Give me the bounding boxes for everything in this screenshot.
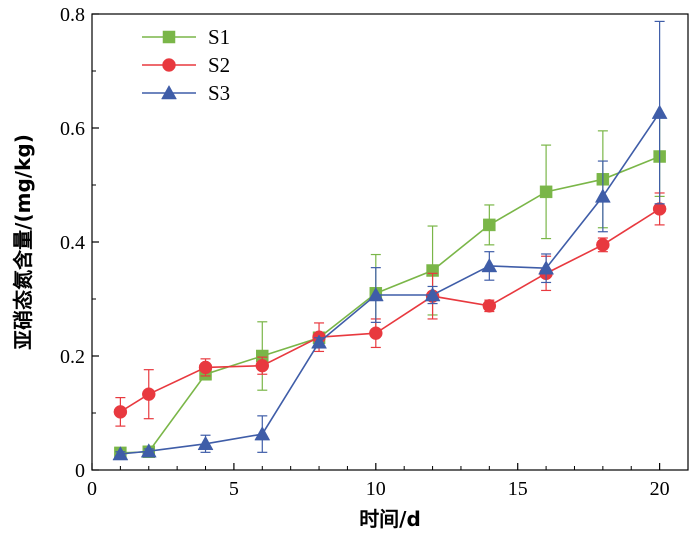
axes: 0 5 10 15 20 0 0.2 0.4 0.6 0.8: [60, 4, 689, 500]
y-tick-label: 0.6: [60, 118, 85, 140]
x-axis-title: 时间/d: [359, 507, 421, 531]
x-tick-label: 15: [508, 478, 528, 500]
point-s3: [254, 426, 271, 441]
point-s3: [651, 104, 668, 119]
legend-marker-s3: [161, 84, 177, 100]
point-s3: [140, 443, 157, 458]
y-tick-label: 0: [75, 460, 85, 482]
point-s3: [538, 260, 555, 275]
y-tick-label: 0.2: [60, 346, 85, 368]
x-tick-label: 20: [650, 478, 670, 500]
point-s1: [483, 218, 496, 232]
legend: S1 S2 S3: [142, 25, 230, 105]
point-s3: [481, 257, 498, 273]
legend-label-s1: S1: [208, 25, 230, 49]
point-s3: [594, 188, 611, 203]
legend-marker-s2: [162, 58, 176, 72]
series-s3: [112, 20, 668, 461]
point-s2: [142, 387, 156, 401]
x-tick-label: 0: [87, 478, 97, 500]
legend-label-s3: S3: [208, 81, 230, 105]
point-s3: [197, 435, 214, 451]
series-line-s1: [120, 155, 660, 454]
point-s2: [482, 299, 497, 313]
point-s2: [596, 238, 610, 252]
legend-label-s2: S2: [208, 53, 230, 77]
point-s1: [539, 185, 553, 199]
point-s2: [198, 360, 213, 375]
series-line-s2: [119, 208, 661, 413]
point-s2: [369, 326, 383, 340]
point-s2: [113, 405, 128, 419]
x-tick-label: 10: [366, 478, 386, 500]
point-s2: [255, 358, 270, 373]
series-layer: [112, 20, 668, 461]
x-tick-label: 5: [229, 478, 239, 500]
point-s3: [311, 334, 327, 349]
point-s3: [367, 286, 384, 302]
series-s1: [114, 115, 666, 460]
series-s2: [113, 192, 667, 427]
y-tick-label: 0.8: [60, 4, 85, 26]
series-line-s3: [120, 112, 661, 455]
legend-marker-s1: [162, 30, 176, 44]
y-tick-label: 0.4: [60, 232, 85, 254]
point-s3: [112, 446, 129, 461]
y-axis-title: 亚硝态氮含量/(mg/kg): [11, 134, 35, 350]
point-s3: [424, 286, 441, 302]
